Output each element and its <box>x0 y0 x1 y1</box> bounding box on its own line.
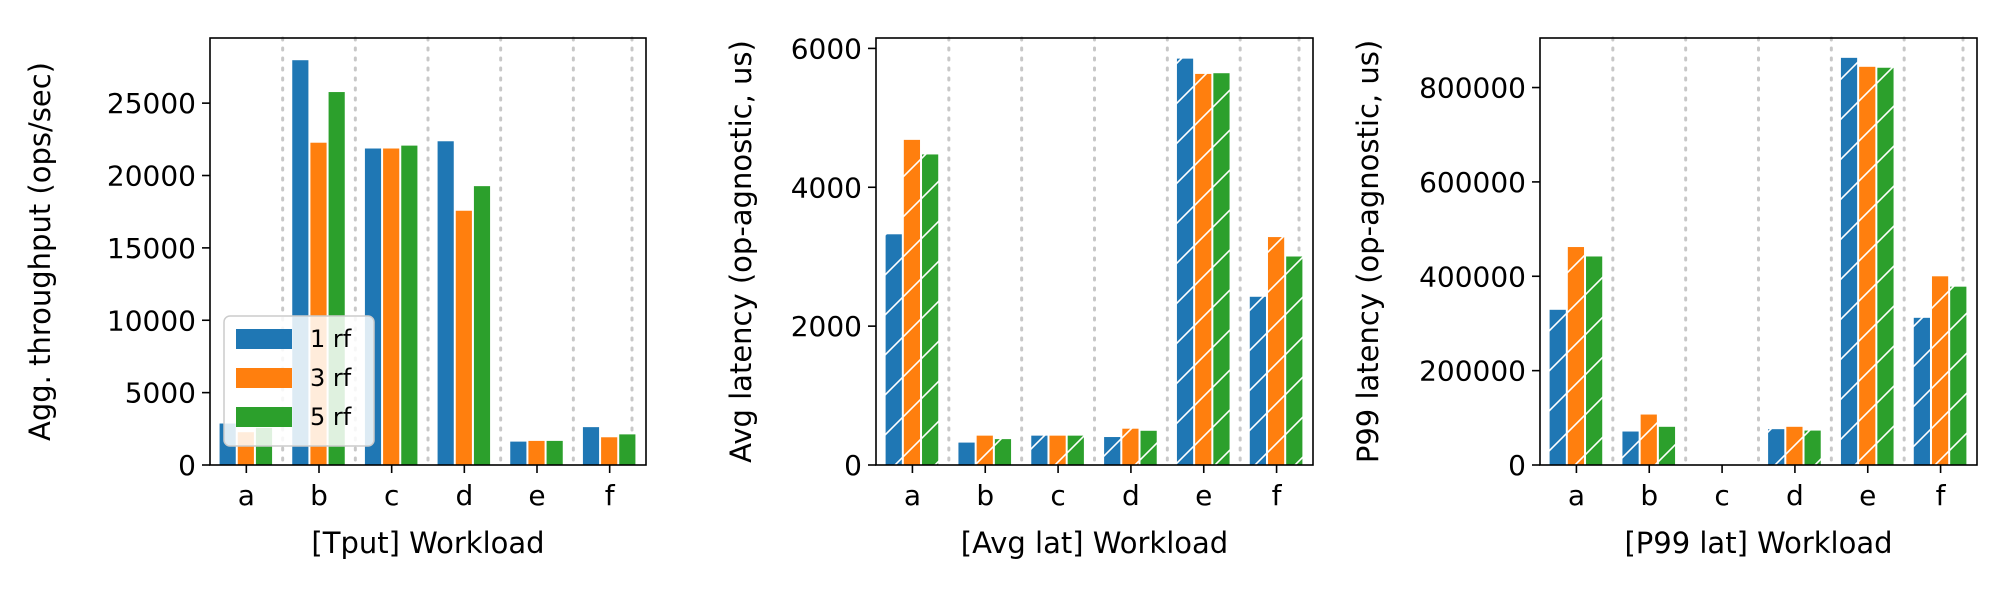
legend-swatch-2 <box>236 368 292 388</box>
bar-b-series1 <box>957 441 976 466</box>
y-tick-label: 400000 <box>1419 260 1526 293</box>
bar-b-series1 <box>1621 430 1640 466</box>
x-tick-label: d <box>1786 479 1804 512</box>
y-tick-label: 10000 <box>107 304 196 337</box>
bar-e-series1 <box>1839 56 1859 466</box>
bar-a-series3 <box>921 153 940 466</box>
y-tick-label: 0 <box>178 449 196 482</box>
x-tick-label: e <box>1195 479 1212 512</box>
x-tick-label: c <box>1050 479 1065 512</box>
bar-a-series1 <box>884 233 903 466</box>
x-tick-label: f <box>1272 479 1283 512</box>
bar-a-series3 <box>1585 255 1604 466</box>
chart-panel-3: 0 200000 400000 600000 800000 a b c d e f [P99 lat]… <box>1351 36 1978 560</box>
chart-panel-2: 0 2000 4000 6000 a b c d e f [Avg lat] Workload Avg… <box>724 32 1314 560</box>
bar-b-series3 <box>1657 425 1677 466</box>
x-tick-label: b <box>1640 479 1658 512</box>
legend-label-3: 5 rf <box>310 403 352 431</box>
bar-d-series1 <box>1767 428 1786 466</box>
x-tick-label: b <box>310 479 328 512</box>
bar-e-series3 <box>545 439 564 466</box>
x-tick-label: c <box>384 479 399 512</box>
x-tick-label: d <box>1122 479 1140 512</box>
legend-label-1: 1 rf <box>310 325 352 353</box>
plot-frame <box>1539 37 1978 466</box>
bar-d-series2 <box>1121 427 1140 466</box>
bar-f-series2 <box>1930 275 1950 466</box>
y-tick-label: 800000 <box>1419 72 1526 105</box>
bar-f-series3 <box>1949 285 1968 466</box>
bar-a-series2 <box>902 138 922 466</box>
x-tick-label: c <box>1714 479 1729 512</box>
bar-c-series3 <box>400 144 419 466</box>
bar-d-series1 <box>436 140 455 466</box>
bar-f-series1 <box>1248 295 1267 466</box>
bar-f-series1 <box>1912 316 1931 466</box>
x-tick-label: f <box>1936 479 1947 512</box>
legend: 1 rf 3 rf 5 rf <box>223 315 375 447</box>
y-tick-label: 200000 <box>1419 355 1526 388</box>
bar-f-series2 <box>1266 236 1286 466</box>
bar-f-series1 <box>581 426 601 466</box>
x-tick-label: e <box>1859 479 1876 512</box>
bar-e-series2 <box>1858 65 1877 466</box>
bar-e-series1 <box>1175 57 1195 466</box>
bar-b-series2 <box>1639 413 1658 466</box>
y-tick-label: 6000 <box>791 32 862 65</box>
y-tick-label: 600000 <box>1419 166 1526 199</box>
bar-c-series3 <box>1066 434 1085 466</box>
y-axis-label: P99 latency (op-agnostic, us) <box>1351 40 1385 463</box>
bar-c-series1 <box>1030 434 1049 466</box>
bar-b-series2 <box>975 434 994 466</box>
legend-swatch-1 <box>236 329 292 349</box>
bar-e-series3 <box>1212 72 1231 466</box>
bar-e-series2 <box>527 439 546 466</box>
y-tick-label: 4000 <box>791 171 862 204</box>
bar-c-series2 <box>382 147 401 466</box>
bar-f-series2 <box>600 436 619 466</box>
x-tick-label: b <box>976 479 994 512</box>
bar-d-series3 <box>472 185 492 466</box>
x-axis-label: [Avg lat] Workload <box>961 526 1228 560</box>
y-tick-label: 0 <box>844 449 862 482</box>
x-axis-label: [Tput] Workload <box>311 526 544 560</box>
plot-frame <box>875 37 1314 466</box>
legend-swatch-3 <box>236 407 292 427</box>
x-axis-label: [P99 lat] Workload <box>1624 526 1892 560</box>
bar-e-series3 <box>1876 66 1895 466</box>
bar-d-series1 <box>1103 436 1122 466</box>
x-tick-label: a <box>1568 479 1585 512</box>
x-tick-label: a <box>904 479 921 512</box>
bar-b-series3 <box>993 438 1013 466</box>
x-tick-label: f <box>605 479 616 512</box>
bar-e-series1 <box>509 440 528 466</box>
bar-f-series3 <box>1285 255 1304 466</box>
x-tick-label: a <box>238 479 255 512</box>
bar-e-series2 <box>1194 72 1213 466</box>
plot-frame <box>209 37 647 466</box>
chart-panel-1: 0 5000 10000 15000 20000 25000 a b c d e f [Tput] Wo… <box>23 36 647 560</box>
y-tick-label: 0 <box>1508 449 1526 482</box>
y-tick-label: 5000 <box>125 377 196 410</box>
bar-c-series2 <box>1048 434 1067 466</box>
bar-f-series3 <box>618 433 637 466</box>
legend-label-2: 3 rf <box>310 364 352 392</box>
bar-d-series2 <box>454 209 473 466</box>
bar-d-series3 <box>1139 429 1158 466</box>
y-tick-label: 20000 <box>107 160 196 193</box>
y-tick-label: 25000 <box>107 87 196 120</box>
x-tick-label: d <box>455 479 473 512</box>
bar-d-series2 <box>1785 425 1804 466</box>
y-tick-label: 2000 <box>791 310 862 343</box>
bar-d-series3 <box>1803 429 1822 466</box>
x-tick-label: e <box>528 479 545 512</box>
bar-a-series1 <box>1548 308 1567 466</box>
y-axis-label: Agg. throughput (ops/sec) <box>23 62 57 441</box>
bar-a-series2 <box>1566 246 1586 466</box>
y-axis-label: Avg latency (op-agnostic, us) <box>724 40 758 463</box>
y-tick-label: 15000 <box>107 232 196 265</box>
